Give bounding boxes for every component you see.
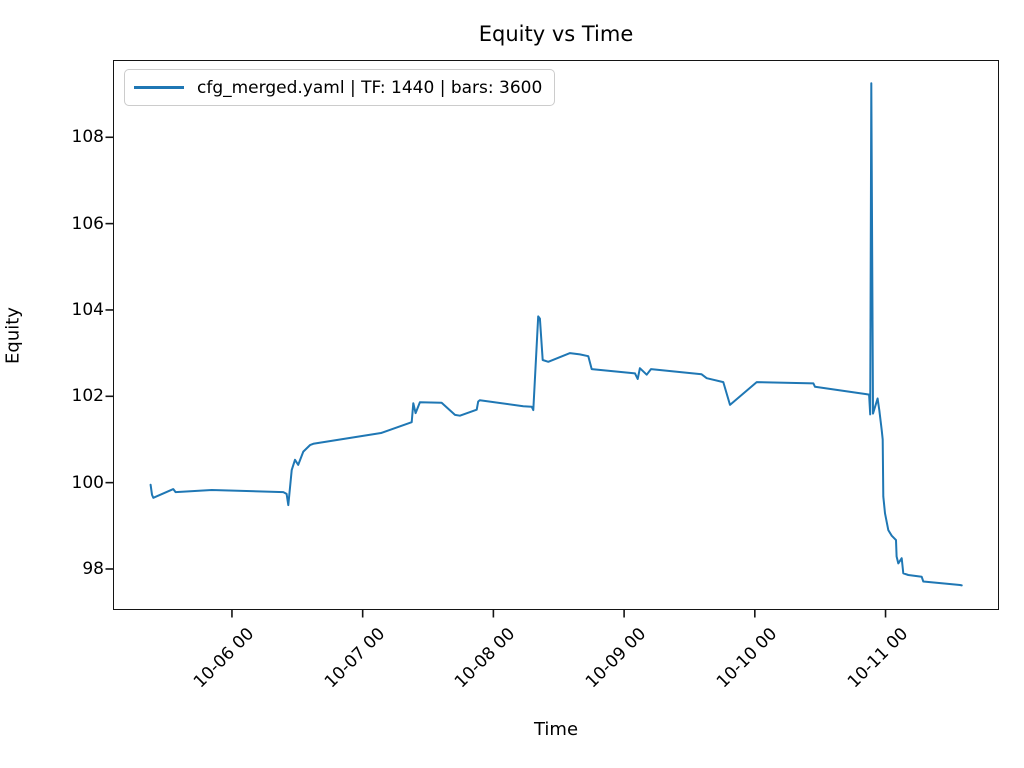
legend-line-swatch: [134, 86, 184, 89]
equity-series-line: [149, 82, 963, 587]
legend-label: cfg_merged.yaml | TF: 1440 | bars: 3600: [197, 77, 543, 98]
legend: cfg_merged.yaml | TF: 1440 | bars: 3600: [124, 69, 556, 106]
plot-area: [113, 60, 999, 610]
y-tick-label: 104: [71, 299, 104, 320]
y-tick-label: 108: [71, 127, 104, 148]
chart-title: Equity vs Time: [478, 22, 634, 46]
y-tick-label: 106: [71, 213, 104, 234]
y-tick-label: 100: [71, 472, 104, 493]
y-axis-label: Equity: [2, 307, 24, 364]
y-tick-label: 102: [71, 386, 104, 407]
x-axis-label: Time: [533, 719, 579, 740]
y-tick-label: 98: [82, 558, 104, 579]
